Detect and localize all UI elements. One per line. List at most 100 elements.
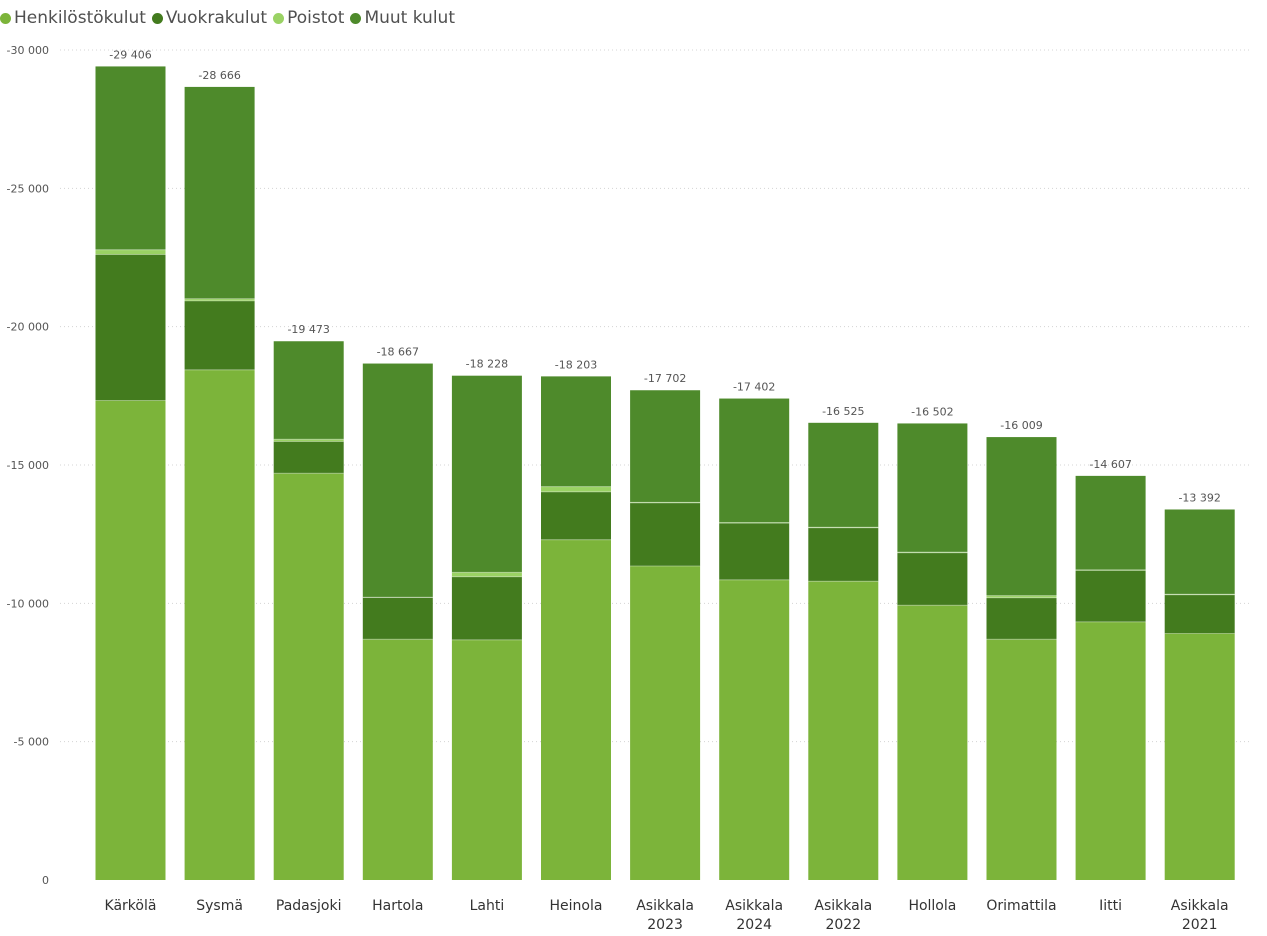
bar-segment[interactable] [451,572,522,577]
bar-segment[interactable] [451,375,522,573]
bar-stack[interactable] [362,363,433,880]
bar-segment[interactable] [1075,475,1146,570]
legend-swatch-icon [350,12,362,24]
bar-segment[interactable] [95,254,166,401]
bar-segment[interactable] [1075,570,1146,622]
bar-segment[interactable] [184,86,255,299]
bar-segment[interactable] [986,639,1057,880]
bar-segment[interactable] [541,491,611,540]
bar-segment[interactable] [273,439,344,442]
bar-segment[interactable] [184,300,255,370]
x-tick-label: Padasjoki [276,898,342,914]
y-tick-label: -30 000 [7,44,49,57]
bar-segment[interactable] [630,502,701,566]
legend-item[interactable]: Poistot [273,8,344,28]
bar-segment[interactable] [541,376,611,487]
x-tick-label: Asikkala 2024 [725,898,783,933]
total-label: -19 473 [287,323,329,336]
bar-segment[interactable] [451,639,522,880]
bar-segment[interactable] [897,423,968,553]
bar-segment[interactable] [451,576,522,640]
bar-stack[interactable] [1075,475,1146,880]
bar-segment[interactable] [1075,569,1146,571]
bar-segment[interactable] [986,597,1057,640]
legend-label: Vuokrakulut [165,8,268,28]
y-tick-label: -25 000 [7,182,49,195]
bar-stack[interactable] [1164,509,1235,880]
legend-item[interactable]: Vuokrakulut [151,8,268,28]
bar-segment[interactable] [897,552,968,606]
bar-segment[interactable] [719,579,790,880]
legend-swatch-icon [0,12,11,24]
bar-segment[interactable] [362,639,433,880]
bar-segment[interactable] [1164,594,1235,595]
bar-segment[interactable] [273,341,344,440]
bar-segment[interactable] [362,597,433,640]
x-tick-label: Hollola [908,898,956,914]
bar-segment[interactable] [184,369,255,880]
bar-segment[interactable] [184,298,255,301]
x-tick-label: Iitti [1099,898,1122,914]
y-tick-label: -10 000 [7,597,49,610]
x-tick-label: Asikkala 2022 [814,898,872,933]
y-tick-label: -5 000 [14,736,49,749]
bar-stack[interactable] [273,341,344,880]
bar-segment[interactable] [95,249,166,255]
bar-segment[interactable] [986,595,1057,598]
bar-segment[interactable] [808,527,879,582]
bars [95,66,1235,880]
bar-stack[interactable] [451,375,522,880]
bar-stack[interactable] [95,66,166,880]
total-label: -18 228 [466,358,508,371]
legend-item[interactable]: Henkilöstökulut [0,8,146,28]
x-tick-label: Asikkala 2023 [636,898,694,933]
bar-segment[interactable] [630,390,701,503]
bar-stack[interactable] [719,398,790,880]
total-label: -17 402 [733,381,775,394]
bar-segment[interactable] [273,441,344,474]
bar-segment[interactable] [362,363,433,598]
bar-stack[interactable] [184,86,255,880]
bar-segment[interactable] [95,400,166,880]
legend-swatch-icon [273,12,285,24]
bar-stack[interactable] [808,422,879,880]
bar-segment[interactable] [719,398,790,523]
y-tick-label: -20 000 [7,321,49,334]
bar-segment[interactable] [897,552,968,553]
x-tick-label: Hartola [372,898,423,914]
x-tick-label: Sysmä [196,898,243,914]
bar-segment[interactable] [719,522,790,524]
legend-label: Henkilöstökulut [14,8,146,28]
x-tick-label: Heinola [550,898,603,914]
bar-segment[interactable] [273,473,344,880]
x-tick-label: Lahti [470,898,505,914]
bar-segment[interactable] [1164,594,1235,634]
bar-segment[interactable] [897,605,968,880]
x-tick-label: Asikkala 2021 [1171,898,1229,933]
bar-segment[interactable] [95,66,166,250]
bar-stack[interactable] [630,390,701,880]
bar-stack[interactable] [897,423,968,880]
bar-segment[interactable] [630,502,701,503]
total-label: -17 702 [644,372,686,385]
bar-stack[interactable] [541,376,611,880]
bar-segment[interactable] [630,565,701,880]
bar-segment[interactable] [808,422,879,528]
legend-item[interactable]: Muut kulut [350,8,455,28]
chart-legend: Henkilöstökulut Vuokrakulut Poistot Muut ku… [0,6,461,30]
total-labels: -29 406 -28 666 -19 473 -18 667 -18 228 -18 2… [109,48,1221,504]
y-axis: 0 -5 000 -10 000 -15 000 -20 000 -25 000 -30 0… [7,44,49,887]
bar-segment[interactable] [541,486,611,492]
bar-segment[interactable] [1075,621,1146,880]
bar-segment[interactable] [1164,509,1235,595]
bar-segment[interactable] [808,527,879,528]
bar-segment[interactable] [719,523,790,580]
bar-segment[interactable] [808,581,879,880]
total-label: -29 406 [109,48,151,61]
x-tick-label: Kärkölä [105,898,157,914]
bar-segment[interactable] [1164,633,1235,880]
bar-segment[interactable] [541,539,611,880]
bar-segment[interactable] [986,437,1057,596]
bar-stack[interactable] [986,437,1057,880]
total-label: -18 667 [377,346,419,359]
